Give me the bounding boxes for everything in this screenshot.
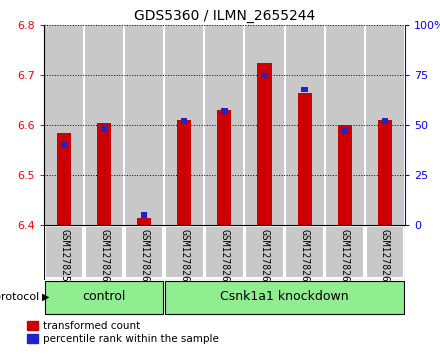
Bar (245, 25, 285, 225)
Text: control: control (82, 290, 126, 303)
Bar (164, 25, 204, 225)
Bar (297, 93, 312, 225)
Text: GSM1278260: GSM1278260 (99, 229, 109, 288)
Bar (285, 25, 325, 225)
Bar (57, 133, 71, 225)
FancyBboxPatch shape (366, 226, 404, 278)
Bar (261, 73, 268, 78)
Bar (378, 120, 392, 225)
FancyBboxPatch shape (45, 226, 83, 278)
Bar (204, 25, 245, 225)
Bar (365, 25, 405, 225)
Bar (257, 63, 271, 225)
Bar (97, 123, 111, 225)
Bar (341, 129, 348, 134)
Bar (381, 118, 388, 124)
FancyBboxPatch shape (326, 226, 364, 278)
Text: ▶: ▶ (42, 292, 49, 302)
Bar (61, 142, 67, 148)
Bar (101, 126, 107, 132)
Text: GSM1278266: GSM1278266 (340, 229, 350, 288)
FancyBboxPatch shape (45, 281, 164, 314)
FancyBboxPatch shape (165, 281, 404, 314)
Bar (221, 109, 227, 114)
Text: GSM1278264: GSM1278264 (260, 229, 269, 288)
FancyBboxPatch shape (165, 226, 204, 278)
Bar (177, 120, 191, 225)
Bar (217, 110, 231, 225)
Bar (301, 86, 308, 92)
Bar (137, 217, 151, 225)
FancyBboxPatch shape (85, 226, 123, 278)
Text: GSM1278262: GSM1278262 (180, 229, 189, 288)
Bar (181, 118, 187, 124)
Text: GSM1278267: GSM1278267 (380, 229, 390, 288)
Bar (141, 212, 147, 218)
Bar (124, 25, 164, 225)
Text: Csnk1a1 knockdown: Csnk1a1 knockdown (220, 290, 349, 303)
Text: GSM1278265: GSM1278265 (300, 229, 310, 288)
Text: GSM1278261: GSM1278261 (139, 229, 149, 288)
Bar (44, 25, 84, 225)
Legend: transformed count, percentile rank within the sample: transformed count, percentile rank withi… (27, 321, 219, 344)
FancyBboxPatch shape (285, 226, 324, 278)
Text: protocol: protocol (0, 292, 40, 302)
Title: GDS5360 / ILMN_2655244: GDS5360 / ILMN_2655244 (134, 9, 315, 23)
FancyBboxPatch shape (125, 226, 164, 278)
Text: GSM1278263: GSM1278263 (220, 229, 229, 288)
Bar (84, 25, 124, 225)
Bar (337, 125, 352, 225)
FancyBboxPatch shape (245, 226, 284, 278)
FancyBboxPatch shape (205, 226, 244, 278)
Text: GSM1278259: GSM1278259 (59, 229, 69, 288)
Bar (325, 25, 365, 225)
